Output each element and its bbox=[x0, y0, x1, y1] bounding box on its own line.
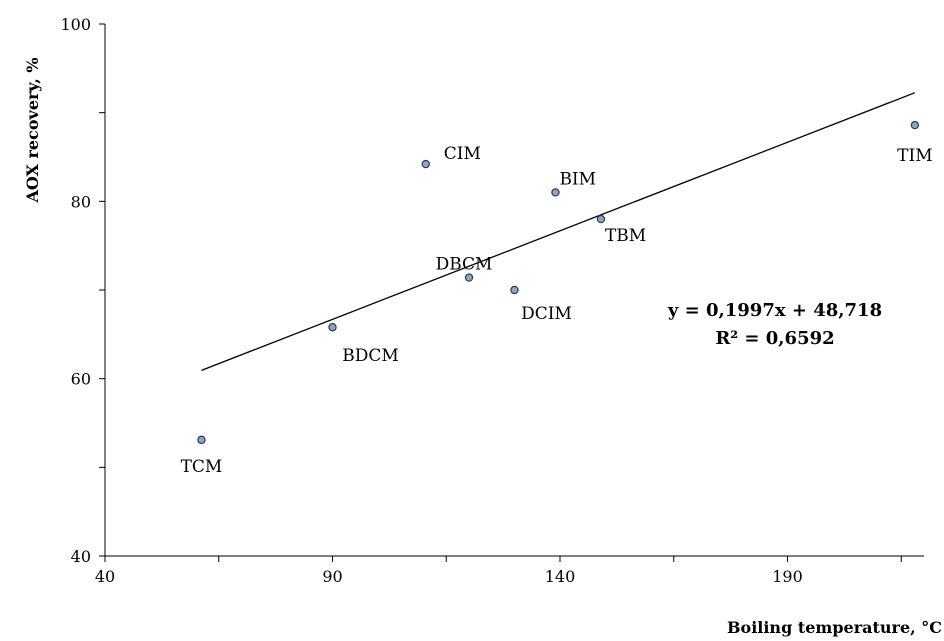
x-tick-label: 90 bbox=[322, 567, 342, 586]
trendline-r-squared: R² = 0,6592 bbox=[715, 328, 834, 349]
data-point-dcim bbox=[510, 285, 519, 295]
data-point-tbm bbox=[596, 214, 606, 224]
data-points bbox=[197, 120, 920, 445]
data-point-tcm bbox=[197, 435, 206, 445]
data-point-cim bbox=[421, 159, 430, 169]
x-axis-title: Boiling temperature, °C bbox=[727, 618, 942, 637]
x-ticks: 40 90 140 190 bbox=[95, 556, 902, 586]
point-label-bdcm: BDCM bbox=[342, 346, 399, 366]
y-tick-label: 100 bbox=[60, 15, 91, 34]
x-tick-label: 40 bbox=[95, 567, 115, 586]
point-label-tcm: TCM bbox=[181, 457, 223, 477]
point-label-dcim: DCIM bbox=[521, 304, 572, 324]
x-tick-label: 190 bbox=[772, 567, 803, 586]
x-tick-label: 140 bbox=[545, 567, 576, 586]
point-label-cim: CIM bbox=[444, 144, 481, 164]
y-tick-label: 40 bbox=[71, 547, 91, 566]
point-label-bim: BIM bbox=[559, 169, 596, 189]
point-label-tbm: TBM bbox=[605, 226, 646, 246]
data-point-tim bbox=[910, 120, 920, 130]
y-ticks: 40 60 80 100 bbox=[60, 15, 105, 566]
y-axis-title: AOX recovery, % bbox=[23, 57, 42, 203]
y-tick-label: 80 bbox=[71, 192, 91, 211]
point-label-tim: TIM bbox=[897, 146, 932, 166]
trendline bbox=[201, 92, 916, 371]
data-point-bim bbox=[551, 188, 560, 197]
data-point-dbcm bbox=[464, 273, 474, 282]
point-label-dbcm: DBCM bbox=[436, 255, 493, 275]
y-tick-label: 60 bbox=[71, 370, 91, 389]
trendline-equation: y = 0,1997x + 48,718 bbox=[667, 300, 882, 321]
point-labels: TCM BDCM CIM DBCM DCIM BIM TBM TIM bbox=[181, 144, 933, 477]
data-point-bdcm bbox=[328, 323, 337, 332]
